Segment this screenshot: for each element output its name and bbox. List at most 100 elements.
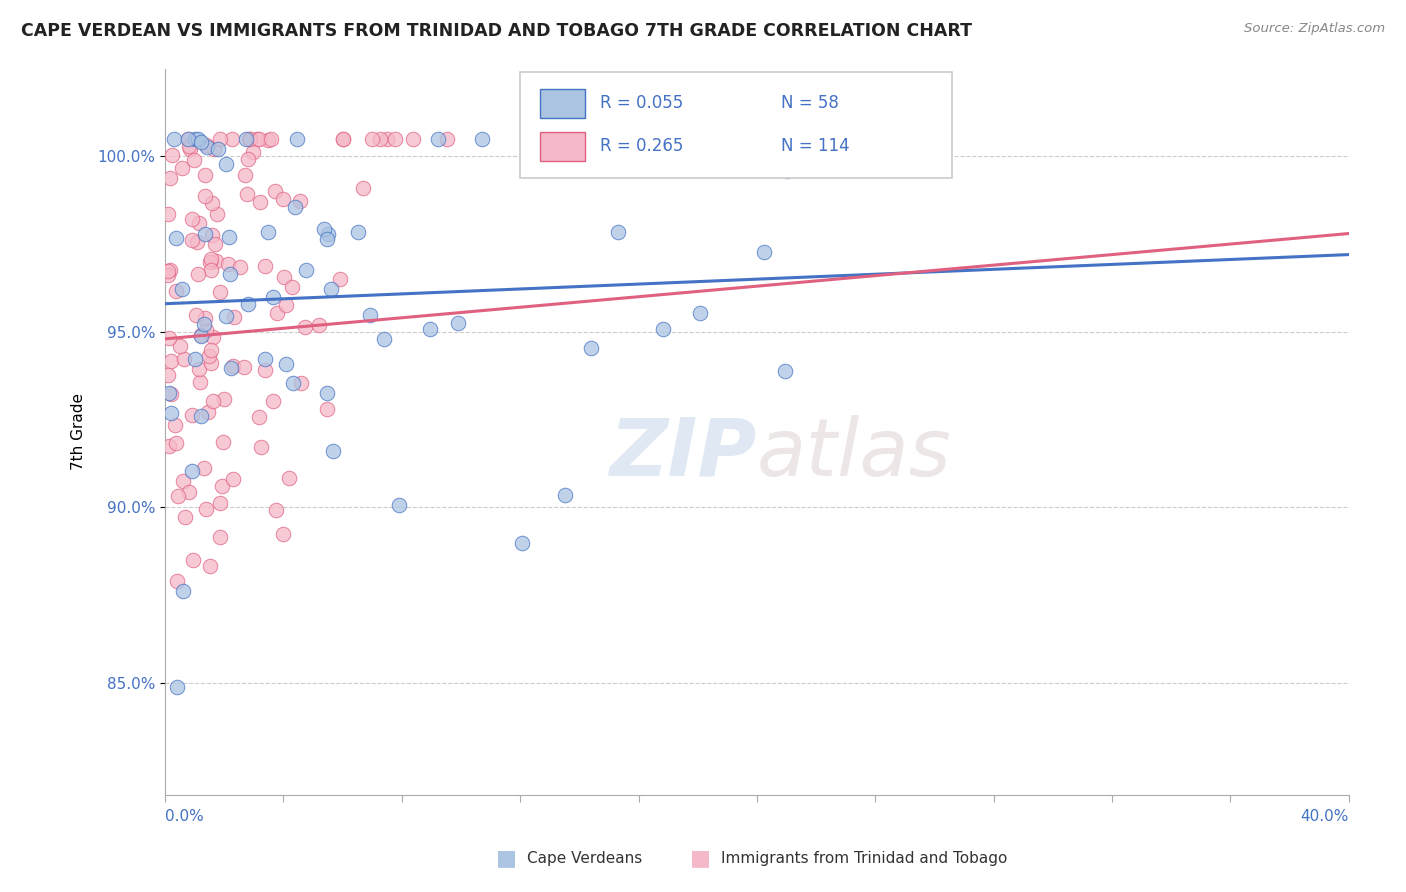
Point [159,386,181,401]
Point [166,574,188,589]
Point [606,225,628,239]
Point [218,267,240,281]
Point [388,498,411,512]
Point [194,323,217,337]
Point [233,168,256,182]
Point [157,264,180,278]
Point [205,207,228,221]
Point [402,132,425,146]
Point [347,225,370,239]
Point [200,263,222,277]
Bar [540,132,585,161]
Point [187,267,209,281]
Point [245,132,267,146]
Point [682,136,704,151]
Point [322,444,344,458]
Point [262,290,284,304]
Point [209,496,232,510]
Point [471,132,494,146]
Point [201,195,224,210]
Point [332,132,354,146]
Point [174,510,197,524]
Point [257,225,280,239]
Point [165,284,187,298]
Point [384,132,406,146]
Point [167,490,190,504]
Point [316,227,339,242]
Point [165,230,187,244]
Text: N = 58: N = 58 [780,95,838,112]
Point [159,263,181,277]
Point [308,318,330,333]
Point [266,503,288,517]
Point [181,233,204,247]
Point [170,282,193,296]
Point [194,168,217,182]
Point [260,132,283,146]
Text: Cape Verdeans: Cape Verdeans [527,851,643,865]
Point [254,363,277,377]
Point [264,184,287,198]
Point [215,157,238,171]
Y-axis label: 7th Grade: 7th Grade [72,393,86,470]
Point [180,212,202,227]
Point [447,316,470,330]
Point [256,132,278,146]
Point [329,272,352,286]
Point [315,231,337,245]
Point [157,439,180,453]
Point [359,308,381,322]
Point [200,343,222,358]
Point [181,553,204,567]
Point [278,471,301,485]
Point [181,409,204,423]
Text: 40.0%: 40.0% [1301,809,1348,824]
Point [160,406,183,420]
Text: N = 114: N = 114 [780,137,849,155]
Point [211,479,233,493]
Point [188,375,211,389]
Point [208,530,231,544]
Point [271,192,294,206]
Point [281,280,304,294]
Point [238,132,260,146]
Point [165,418,187,433]
Point [183,153,205,168]
Point [159,171,181,186]
Point [238,297,260,311]
Point [285,132,308,146]
Point [262,394,284,409]
Point [254,351,277,366]
Point [202,142,225,156]
Point [197,140,219,154]
Point [177,139,200,153]
Point [294,320,316,334]
Point [222,472,245,486]
Text: ■: ■ [690,848,710,868]
Point [177,132,200,146]
Point [332,132,354,146]
Point [172,474,194,488]
Point [198,254,221,268]
Point [193,317,215,331]
Point [274,298,297,312]
Point [247,409,270,424]
Text: ZIP: ZIP [610,415,756,492]
Point [352,180,374,194]
Point [157,331,180,345]
Point [211,434,233,449]
Point [294,262,316,277]
Point [188,216,211,230]
Point [271,527,294,541]
Point [315,402,337,417]
Text: R = 0.055: R = 0.055 [599,95,683,112]
Point [215,309,238,323]
Point [201,227,224,242]
Point [254,259,277,273]
Point [204,236,226,251]
Point [554,488,576,502]
Point [316,385,339,400]
Point [273,270,295,285]
Point [195,502,218,516]
Point [197,405,219,419]
